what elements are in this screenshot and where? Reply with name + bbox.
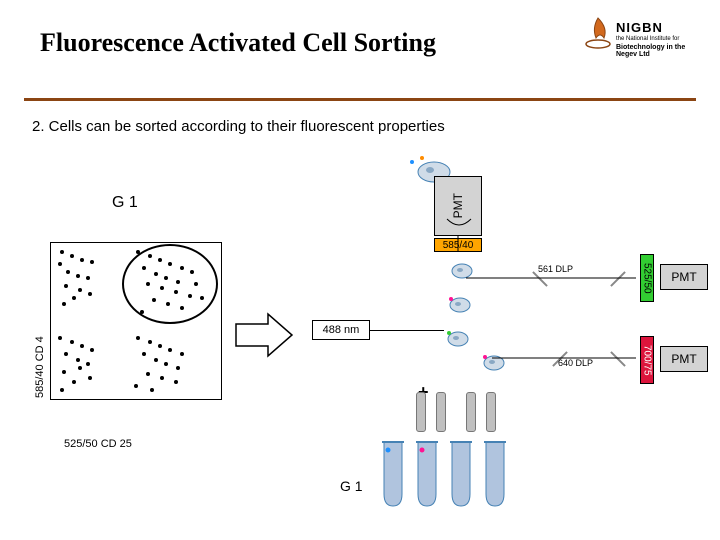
light-paths <box>0 0 720 540</box>
deflector-plate <box>436 392 446 432</box>
collection-tube <box>414 440 440 515</box>
deflector-plate <box>486 392 496 432</box>
g1-label-bottom: G 1 <box>340 478 363 494</box>
deflector-plate <box>416 392 426 432</box>
collection-tube <box>482 440 508 515</box>
collection-tube <box>380 440 406 515</box>
collection-tube <box>448 440 474 515</box>
deflector-plate <box>466 392 476 432</box>
